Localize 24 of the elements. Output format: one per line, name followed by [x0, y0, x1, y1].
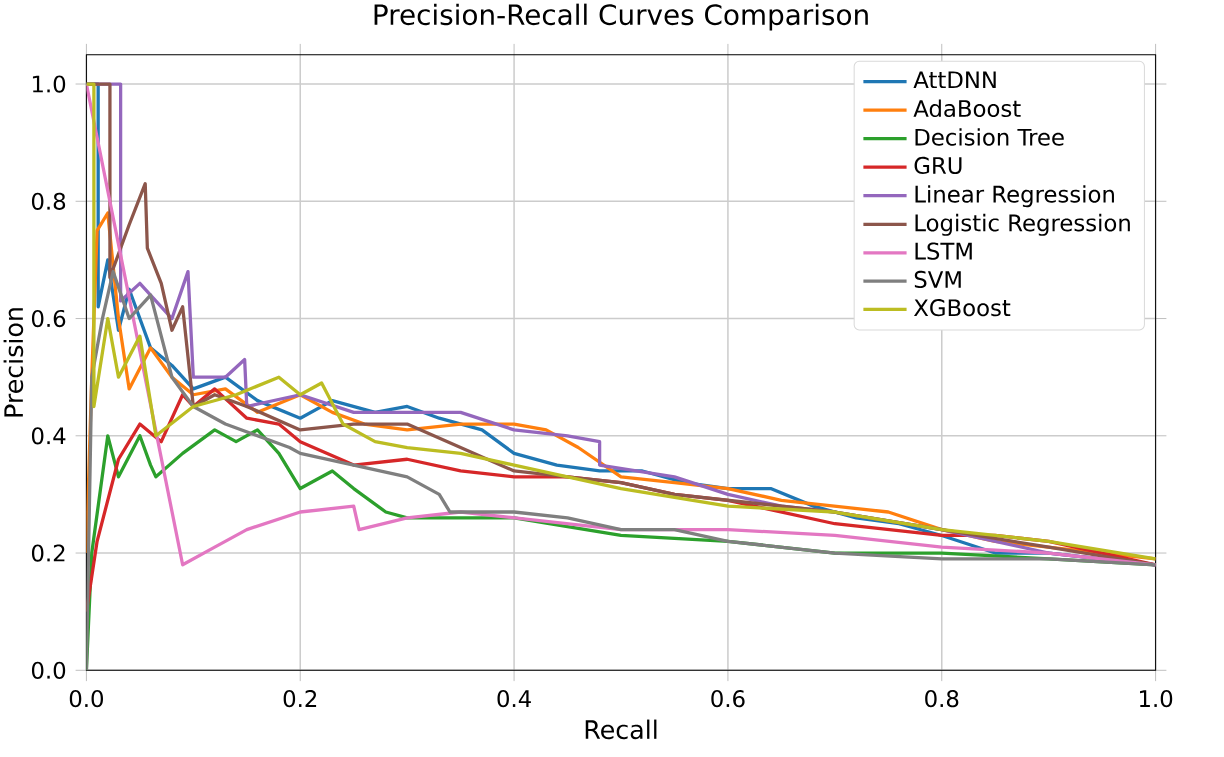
legend-label: XGBoost	[913, 299, 1011, 317]
x-tick-label: 0.4	[497, 690, 531, 708]
y-tick-label: 1.0	[32, 75, 66, 93]
y-tick-label: 0.6	[31, 310, 66, 328]
x-tick-label: 0.8	[925, 690, 959, 708]
legend-label: Logistic Regression	[915, 213, 1130, 237]
x-tick-label: 0.6	[711, 690, 745, 708]
legend-label: LSTM	[915, 242, 972, 260]
legend-label: Linear Regression	[915, 185, 1114, 208]
y-tick-label: 0.0	[31, 661, 66, 680]
y-axis-title: Precision	[3, 308, 24, 417]
y-tick-label: 0.8	[31, 192, 66, 211]
x-tick-label: 1.0	[1139, 690, 1173, 708]
legend-label: AttDNN	[913, 71, 996, 89]
legend-label: Decision Tree	[915, 128, 1064, 146]
legend-label: AdaBoost	[913, 99, 1021, 118]
chart-title: Precision-Recall Curves Comparison	[374, 3, 868, 31]
y-tick-label: 0.4	[31, 427, 66, 445]
x-axis-title: Recall	[585, 719, 657, 740]
legend-label: SVM	[914, 270, 961, 289]
x-tick-label: 0.0	[69, 690, 103, 708]
x-tick-label: 0.2	[283, 690, 317, 708]
legend-label: GRU	[914, 157, 962, 175]
y-tick-label: 0.2	[31, 544, 65, 562]
